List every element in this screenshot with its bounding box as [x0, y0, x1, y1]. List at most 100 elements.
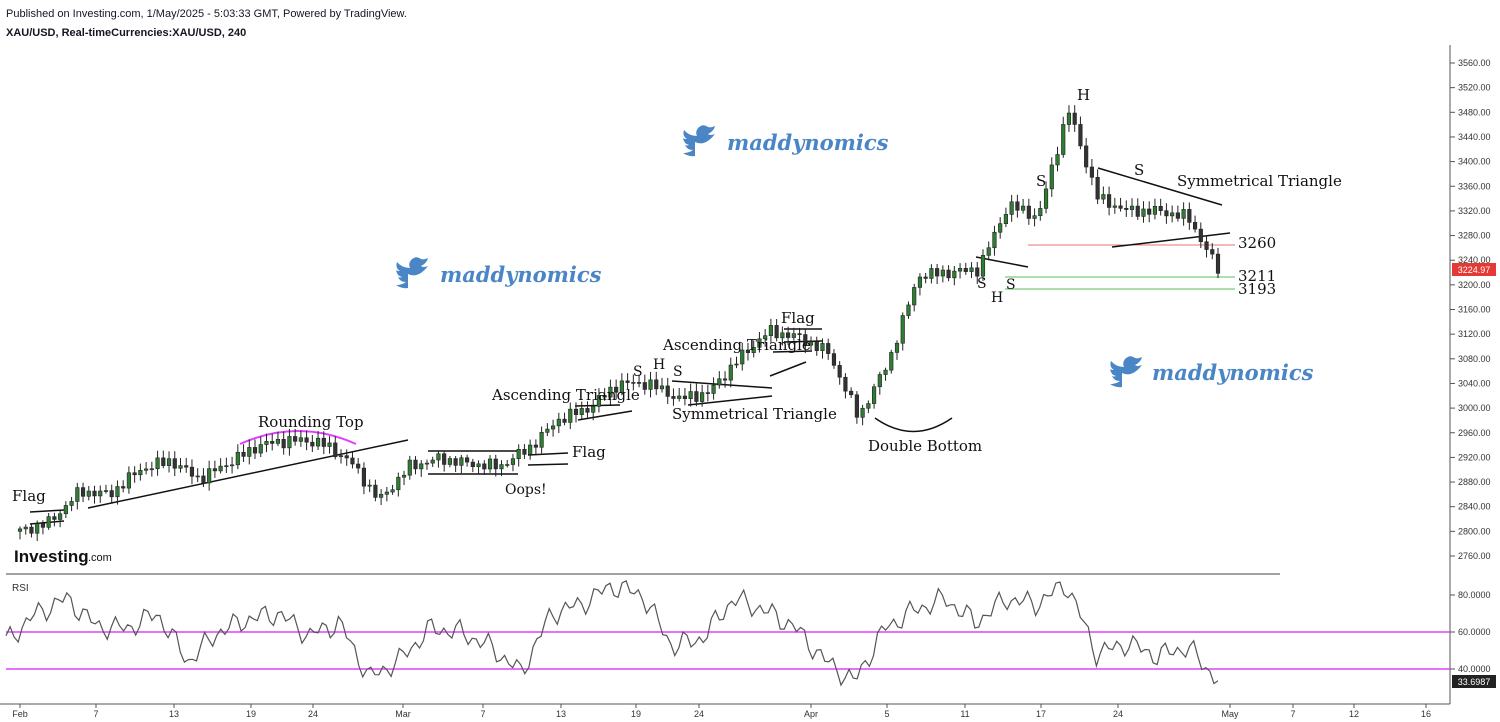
label-hs1-left-shoulder: S — [633, 364, 643, 380]
price-axis[interactable]: 3560.00 3520.00 3480.00 3440.00 3400.00 3360.… — [1450, 58, 1491, 561]
candle-bull — [155, 457, 160, 470]
candle-bear — [1210, 249, 1215, 255]
price-tick-label: 3480.00 — [1458, 107, 1491, 117]
candle-bull — [659, 385, 665, 390]
candle-bull — [379, 493, 384, 498]
rsi-axis[interactable]: 80.0000 60.0000 40.0000 — [1450, 590, 1491, 674]
candle-bear — [935, 268, 940, 277]
candle-bear — [694, 391, 699, 402]
sym-triangle2-bottom-line — [1111, 232, 1231, 248]
candle-bull — [178, 465, 183, 469]
candle-bull — [883, 369, 888, 375]
candle-bull — [608, 386, 613, 398]
candle-bull — [894, 342, 900, 353]
candle-bull — [195, 475, 200, 478]
flag2-top-line — [527, 452, 569, 456]
candle-bull — [1129, 205, 1135, 210]
candle-bear — [1135, 205, 1140, 217]
bird-icon — [396, 257, 428, 289]
price-tick-label: 2920.00 — [1458, 452, 1491, 462]
candle-bear — [52, 516, 57, 520]
label-ascending-triangle-2: Ascending Triangle — [662, 336, 811, 354]
candle-bear — [786, 332, 791, 338]
candle-bull — [579, 408, 584, 415]
price-tick-label: 3360.00 — [1458, 181, 1491, 191]
price-tick-label: 3000.00 — [1458, 403, 1491, 413]
last-rsi-value: 33.6987 — [1458, 677, 1491, 687]
candle-bull — [940, 269, 945, 277]
last-rsi-tag — [1452, 675, 1496, 688]
watermark-3: maddynomics — [1110, 356, 1314, 388]
candle-bear — [80, 487, 86, 497]
candle-bull — [619, 380, 624, 393]
candle-bear — [413, 459, 418, 470]
candle-bull — [430, 459, 435, 464]
candle-bull — [871, 386, 877, 404]
candle-bull — [791, 333, 796, 338]
candle-bear — [281, 438, 286, 449]
time-tick-label: 7 — [480, 709, 485, 719]
candle-bull — [912, 287, 917, 306]
candle-bull — [700, 392, 705, 402]
label-flag-1: Flag — [12, 487, 46, 505]
candle-bull — [35, 523, 40, 534]
price-tick-label: 3160.00 — [1458, 305, 1491, 315]
label-oops: Oops! — [505, 482, 547, 498]
candle-bull — [510, 458, 516, 465]
symbol-title: XAU/USD, Real-timeCurrencies:XAU/USD, 24… — [6, 27, 247, 39]
candle-bull — [315, 437, 321, 447]
candle-bull — [1061, 124, 1066, 155]
candle-bear — [241, 451, 246, 457]
candle-bull — [952, 270, 957, 279]
candle-bear — [293, 436, 298, 442]
rounding-top-arc — [239, 430, 357, 445]
label-flag-2: Flag — [572, 443, 606, 461]
candle-bear — [562, 418, 567, 423]
label-ascending-triangle-1: Ascending Triangle — [491, 386, 640, 404]
candle-bull — [1003, 214, 1008, 224]
candle-bear — [831, 353, 837, 366]
candle-bear — [585, 408, 590, 413]
candle-bear — [837, 365, 842, 378]
time-axis[interactable]: Feb 7 13 19 24 Mar 7 13 19 24 Apr 5 11 17 24 May 7 12 16 — [12, 704, 1431, 719]
candle-bull — [980, 255, 986, 277]
candle-bull — [487, 458, 493, 470]
candle-bear — [614, 386, 619, 393]
candle-bear — [522, 449, 527, 455]
candle-bull — [1049, 164, 1054, 190]
candle-bear — [826, 343, 831, 354]
candle-bull — [998, 223, 1003, 233]
candle-bear — [1158, 206, 1163, 211]
candle-bear — [1095, 176, 1100, 200]
candle-bear — [1118, 205, 1123, 209]
candle-bull — [1021, 205, 1026, 211]
candle-bear — [843, 376, 848, 392]
candle-bull — [516, 449, 521, 459]
candle-bull — [144, 468, 149, 471]
candle-bull — [917, 276, 923, 288]
candle-bull — [1032, 215, 1037, 219]
watermark-text: maddynomics — [440, 262, 602, 287]
label-hs1-head: H — [653, 357, 665, 373]
candle-bear — [682, 395, 687, 399]
asc-triangle2-bottom-line — [769, 361, 807, 377]
candle-bear — [963, 268, 968, 272]
candle-bull — [528, 444, 533, 455]
level-label-3193: 3193 — [1238, 280, 1276, 298]
label-symmetrical-triangle-2: Symmetrical Triangle — [1177, 172, 1342, 190]
candle-bull — [1055, 154, 1060, 166]
flag3-bottom-line — [783, 340, 823, 343]
candle-bear — [1107, 194, 1112, 208]
candle-bear — [29, 526, 34, 534]
candle-bull — [631, 382, 636, 384]
watermark-1: maddynomics — [683, 125, 889, 157]
candle-bear — [189, 466, 195, 477]
price-tick-label: 3280.00 — [1458, 231, 1491, 241]
candle-bear — [1072, 112, 1077, 125]
time-tick-label: Mar — [395, 709, 411, 719]
candle-bull — [808, 341, 814, 346]
candle-bull — [338, 455, 344, 458]
level-label-3211: 3211 — [1238, 267, 1276, 285]
candle-bull — [740, 349, 745, 365]
